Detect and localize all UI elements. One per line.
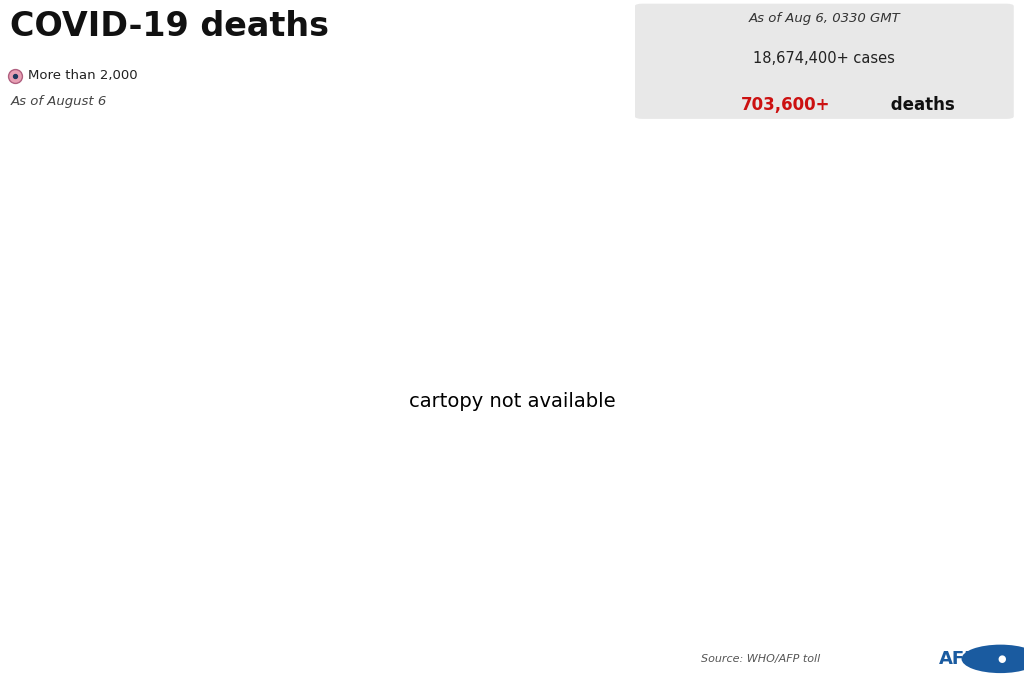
- Text: As of August 6: As of August 6: [10, 95, 106, 108]
- Point: [7, 71, 24, 82]
- Text: COVID-19 deaths: COVID-19 deaths: [10, 10, 330, 43]
- Point: [7, 71, 24, 82]
- Text: Source: WHO/AFP toll: Source: WHO/AFP toll: [701, 654, 820, 664]
- Text: ●: ●: [997, 654, 1006, 664]
- Text: More than 2,000: More than 2,000: [28, 69, 137, 82]
- Text: As of Aug 6, 0330 GMT: As of Aug 6, 0330 GMT: [749, 12, 900, 25]
- Text: cartopy not available: cartopy not available: [409, 392, 615, 411]
- Circle shape: [962, 645, 1024, 673]
- Text: 703,600+: 703,600+: [741, 95, 830, 114]
- Text: 18,674,400+ cases: 18,674,400+ cases: [754, 52, 895, 67]
- Text: AFP: AFP: [939, 650, 978, 668]
- FancyBboxPatch shape: [635, 3, 1014, 119]
- Text: deaths: deaths: [885, 95, 954, 114]
